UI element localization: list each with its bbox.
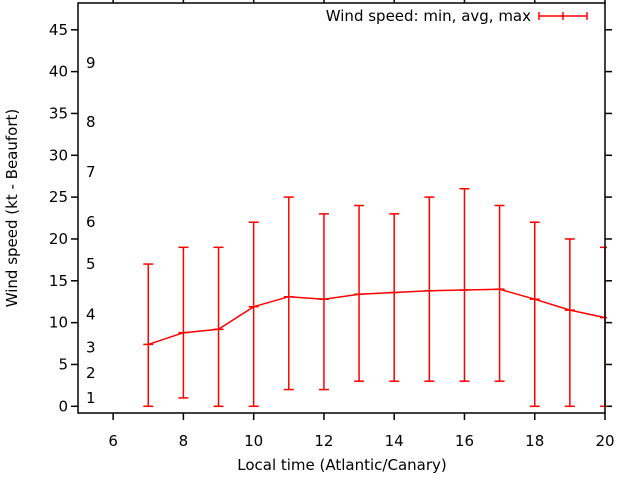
beaufort-label: 8 xyxy=(86,113,96,131)
y-tick-label: 10 xyxy=(49,314,68,332)
x-tick-label: 10 xyxy=(244,432,263,450)
beaufort-label: 4 xyxy=(86,305,96,323)
y-tick-label: 40 xyxy=(49,63,68,81)
axis-ticks xyxy=(71,0,612,420)
plot-border xyxy=(77,2,606,414)
y-tick-label: 35 xyxy=(49,104,68,122)
y-tick-label: 5 xyxy=(58,355,68,373)
x-tick-label: 14 xyxy=(385,432,404,450)
beaufort-label: 3 xyxy=(86,339,96,357)
beaufort-label: 7 xyxy=(86,163,96,181)
beaufort-label: 2 xyxy=(86,364,96,382)
y-tick-label: 15 xyxy=(49,272,68,290)
errorbar-hour-10 xyxy=(248,221,259,408)
errorbar-hour-7 xyxy=(143,263,154,408)
x-tick-label: 8 xyxy=(179,432,189,450)
beaufort-label: 5 xyxy=(86,255,96,273)
y-tick-label: 45 xyxy=(49,21,68,39)
y-tick-label: 0 xyxy=(58,397,68,415)
y-tick-label: 20 xyxy=(49,230,68,248)
x-tick-label: 6 xyxy=(108,432,118,450)
beaufort-label: 1 xyxy=(86,389,96,407)
x-tick-label: 16 xyxy=(455,432,474,450)
beaufort-label: 9 xyxy=(86,54,96,72)
x-tick-label: 18 xyxy=(525,432,544,450)
y-tick-label: 30 xyxy=(49,146,68,164)
x-axis-label: Local time (Atlantic/Canary) xyxy=(237,456,447,474)
x-tick-label: 20 xyxy=(595,432,614,450)
legend: Wind speed: min, avg, max xyxy=(326,7,588,25)
x-tick-label: 12 xyxy=(314,432,333,450)
legend-errorbar-sample xyxy=(538,12,588,20)
y-tick-label: 25 xyxy=(49,188,68,206)
avg-line xyxy=(148,288,606,346)
beaufort-label: 6 xyxy=(86,213,96,231)
legend-label: Wind speed: min, avg, max xyxy=(326,7,531,25)
y-axis-label: Wind speed (kt - Beaufort) xyxy=(3,109,21,308)
